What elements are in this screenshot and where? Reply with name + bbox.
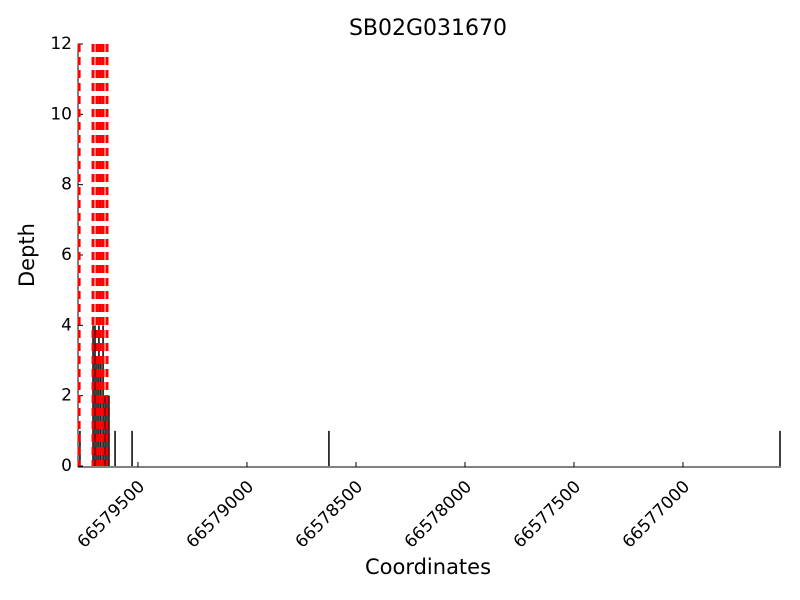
y-tick-label: 12 [50,34,72,54]
y-tick-label: 10 [50,104,72,124]
y-tick-label: 6 [61,245,72,265]
x-tick-label: 66579000 [183,477,258,552]
x-axis-label: Coordinates [365,555,491,579]
y-tick-label: 0 [61,456,72,476]
x-tick-label: 66579500 [74,477,149,552]
chart-title: SB02G031670 [349,16,507,41]
y-tick-label: 8 [61,175,72,195]
x-tick-label: 66577000 [619,477,694,552]
x-tick-label: 66578000 [401,477,476,552]
y-tick-label: 4 [61,315,72,335]
y-tick-label: 2 [61,386,72,406]
x-tick-label: 66577500 [510,477,585,552]
x-tick-label: 66578500 [292,477,367,552]
y-axis-label: Depth [15,223,39,287]
